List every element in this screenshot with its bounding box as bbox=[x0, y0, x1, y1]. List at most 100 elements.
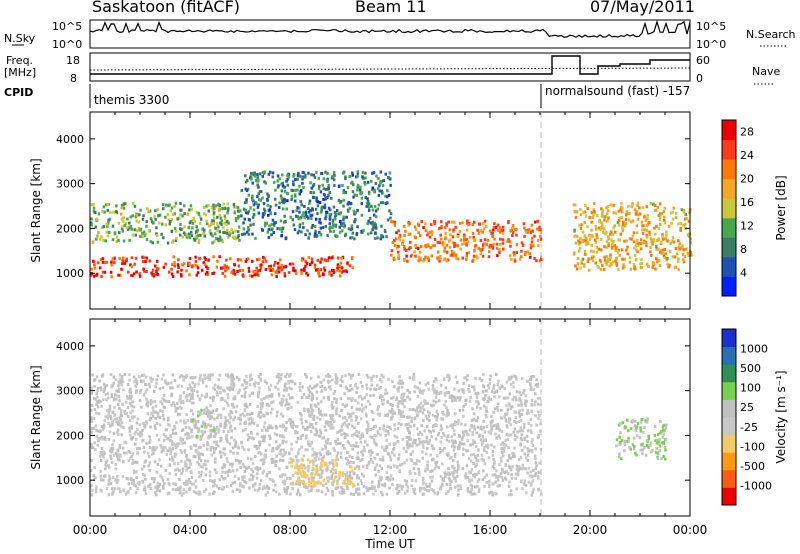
data-cell bbox=[225, 231, 229, 235]
data-cell bbox=[197, 211, 201, 215]
data-cell bbox=[422, 408, 426, 412]
data-cell bbox=[384, 413, 387, 417]
data-cell bbox=[147, 382, 151, 386]
data-cell bbox=[464, 403, 467, 406]
data-cell bbox=[297, 171, 300, 175]
data-cell bbox=[313, 385, 316, 389]
data-cell bbox=[625, 210, 629, 214]
data-cell bbox=[659, 250, 662, 254]
data-cell bbox=[171, 240, 174, 244]
data-cell bbox=[278, 434, 282, 438]
data-cell bbox=[386, 430, 390, 434]
data-cell bbox=[102, 425, 106, 429]
data-cell bbox=[221, 271, 224, 275]
data-cell bbox=[514, 410, 518, 414]
data-cell bbox=[497, 425, 500, 429]
data-cell bbox=[92, 474, 95, 478]
data-cell bbox=[241, 233, 244, 237]
nave-label: Nave bbox=[752, 65, 780, 78]
data-cell bbox=[166, 422, 170, 426]
data-cell bbox=[468, 478, 471, 482]
data-cell bbox=[142, 267, 145, 271]
data-cell bbox=[473, 424, 476, 428]
data-cell bbox=[190, 409, 193, 413]
data-cell bbox=[271, 407, 274, 411]
data-cell bbox=[482, 426, 485, 430]
data-cell bbox=[319, 190, 323, 194]
data-cell bbox=[439, 383, 443, 387]
data-cell bbox=[148, 228, 151, 232]
data-cell bbox=[324, 446, 327, 450]
data-cell bbox=[129, 391, 133, 395]
data-cell bbox=[206, 414, 210, 418]
data-cell bbox=[115, 235, 119, 239]
data-cell bbox=[312, 195, 315, 199]
data-cell bbox=[384, 172, 387, 176]
data-cell bbox=[170, 230, 174, 233]
data-cell bbox=[472, 439, 475, 443]
data-cell bbox=[361, 453, 364, 457]
data-cell bbox=[144, 459, 148, 463]
data-cell bbox=[437, 465, 440, 469]
data-cell bbox=[251, 477, 254, 481]
data-cell bbox=[284, 473, 287, 477]
data-cell bbox=[281, 227, 284, 230]
data-cell bbox=[476, 256, 479, 260]
data-cell bbox=[383, 482, 387, 486]
data-cell bbox=[117, 421, 121, 425]
data-cell bbox=[118, 419, 121, 423]
data-cell bbox=[454, 375, 457, 379]
data-cell bbox=[636, 201, 640, 205]
data-cell bbox=[162, 207, 165, 211]
data-cell bbox=[109, 270, 113, 274]
data-cell bbox=[318, 412, 322, 416]
data-cell bbox=[581, 257, 585, 261]
data-cell bbox=[274, 385, 277, 389]
data-cell bbox=[154, 217, 157, 221]
data-cell bbox=[388, 425, 392, 429]
data-cell bbox=[638, 212, 642, 216]
data-cell bbox=[339, 261, 343, 265]
data-cell bbox=[218, 235, 222, 239]
data-cell bbox=[296, 471, 299, 475]
data-cell bbox=[582, 210, 585, 214]
data-cell bbox=[357, 487, 361, 491]
data-cell bbox=[419, 258, 422, 262]
data-cell bbox=[213, 440, 216, 444]
data-cell bbox=[517, 403, 520, 407]
data-cell bbox=[639, 262, 642, 266]
data-cell bbox=[194, 444, 198, 448]
data-cell bbox=[675, 252, 679, 256]
data-cell bbox=[601, 211, 604, 215]
data-cell bbox=[469, 471, 472, 475]
data-cell bbox=[534, 220, 537, 224]
data-cell bbox=[253, 273, 256, 277]
data-cell bbox=[470, 468, 474, 472]
data-cell bbox=[311, 223, 314, 227]
data-cell bbox=[529, 470, 532, 474]
data-cell bbox=[206, 447, 209, 451]
data-cell bbox=[101, 257, 105, 261]
data-cell bbox=[229, 257, 232, 261]
data-cell bbox=[138, 274, 142, 278]
data-cell bbox=[453, 397, 456, 400]
data-cell bbox=[301, 181, 304, 185]
data-cell bbox=[316, 212, 319, 216]
data-cell bbox=[352, 195, 355, 199]
data-cell bbox=[243, 378, 246, 382]
data-cell bbox=[409, 452, 412, 456]
data-cell bbox=[529, 387, 533, 391]
data-cell bbox=[442, 431, 445, 435]
data-cell bbox=[162, 265, 166, 269]
data-cell bbox=[332, 205, 336, 209]
data-cell bbox=[357, 422, 360, 426]
data-cell bbox=[314, 217, 318, 221]
data-cell bbox=[579, 226, 583, 230]
data-cell bbox=[315, 455, 318, 459]
data-cell bbox=[238, 488, 241, 492]
data-cell bbox=[391, 241, 395, 244]
data-cell bbox=[302, 454, 306, 458]
data-cell bbox=[377, 481, 381, 485]
data-cell bbox=[243, 232, 246, 236]
data-cell bbox=[338, 490, 342, 494]
